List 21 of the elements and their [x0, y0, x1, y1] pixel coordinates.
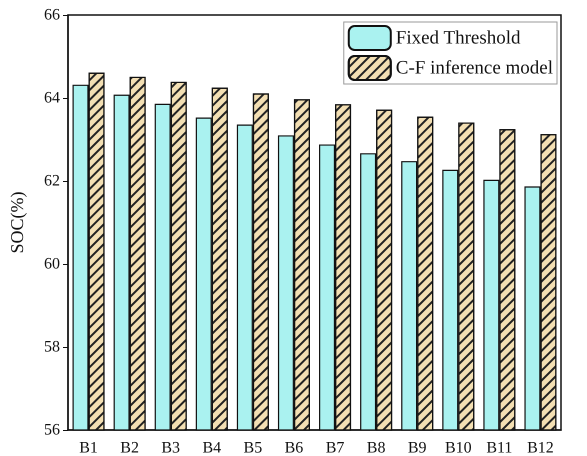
y-tick-label: 62: [44, 172, 60, 190]
x-tick-label: B9: [408, 440, 427, 456]
x-tick-label: B11: [486, 440, 512, 456]
legend-label: C-F inference model: [396, 58, 554, 78]
x-tick-label: B4: [202, 440, 222, 456]
x-tick-label: B1: [79, 440, 98, 456]
x-tick-label: B8: [366, 440, 386, 456]
x-tick-label: B7: [326, 440, 344, 456]
y-axis-title: SOC(%): [7, 191, 27, 254]
x-tick-label: B10: [444, 440, 472, 456]
x-tick-label: B3: [161, 440, 180, 456]
x-tick-label: B2: [120, 440, 139, 456]
y-tick-label: 64: [44, 90, 60, 106]
x-tick-label: B6: [284, 440, 304, 456]
legend-label: Fixed Threshold: [396, 28, 521, 48]
x-tick-label: B12: [527, 440, 554, 456]
y-tick-label: 60: [44, 256, 60, 272]
y-tick-label: 66: [44, 6, 60, 24]
y-tick-label: 58: [44, 338, 60, 356]
x-tick-label: B5: [244, 440, 262, 456]
y-tick-label: 56: [44, 422, 60, 438]
